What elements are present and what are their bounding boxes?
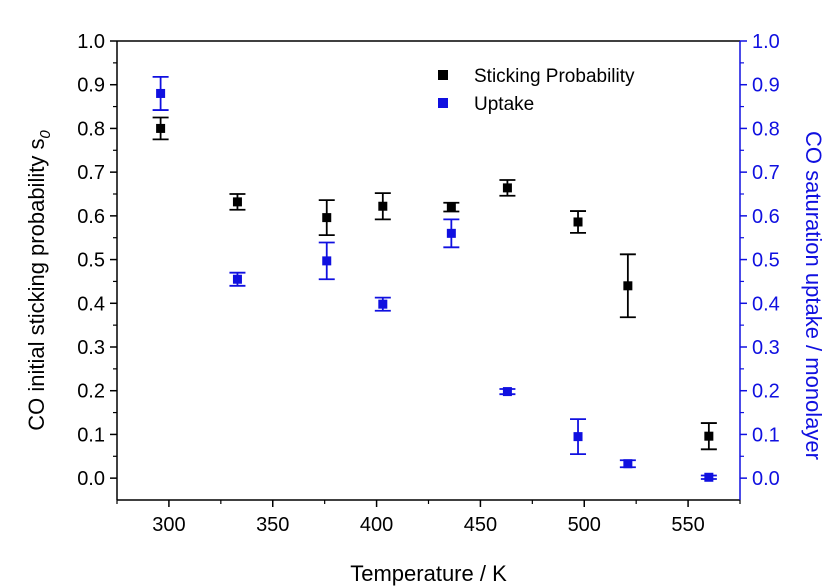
data-point [704, 472, 714, 482]
y-axis-left: 0.0 0.1 0.2 0.3 0.4 0.5 0.6 0.7 0.8 0.9 1.0 [77, 31, 117, 490]
data-point [446, 202, 456, 212]
y-left-tick-label: 0.5 [77, 250, 105, 272]
data-point [378, 201, 388, 211]
data-point [232, 274, 242, 284]
legend-label: Sticking Probability [474, 66, 635, 87]
legend-marker [438, 98, 448, 108]
data-point [502, 183, 512, 193]
x-tick-label: 400 [360, 514, 393, 536]
data-point [156, 123, 166, 133]
legend-marker [438, 70, 448, 80]
y-axis-left-label-subscript: 0 [37, 130, 54, 139]
y-left-tick-label: 0.1 [77, 424, 105, 446]
data-point [704, 431, 714, 441]
x-axis: 300 350 400 450 500 550 [116, 500, 741, 536]
y-left-tick-label: 0.6 [77, 206, 105, 228]
y-left-tick-label: 1.0 [77, 31, 105, 53]
data-point [446, 228, 456, 238]
x-tick-label: 450 [464, 514, 497, 536]
data-point [623, 459, 633, 469]
data-point [232, 197, 242, 207]
plot-frame [116, 40, 741, 501]
data-point [623, 281, 633, 291]
data-point [502, 387, 512, 397]
y-left-tick-label: 0.4 [77, 293, 105, 315]
y-axis-right: 0.0 0.1 0.2 0.3 0.4 0.5 0.6 0.7 0.8 0.9 1.0 [740, 31, 780, 490]
y-left-tick-label: 0.3 [77, 337, 105, 359]
y-axis-left-label-main: CO initial sticking probability s [24, 139, 49, 431]
series-layer [152, 75, 717, 482]
series-uptake [152, 75, 717, 482]
y-left-tick-label: 0.7 [77, 162, 105, 184]
x-tick-label: 300 [152, 514, 185, 536]
y-right-tick-label: 0.8 [752, 118, 780, 140]
data-point [378, 299, 388, 309]
data-point [322, 256, 332, 266]
y-right-tick-label: 0.3 [752, 337, 780, 359]
x-tick-label: 550 [671, 514, 704, 536]
y-right-tick-label: 0.0 [752, 468, 780, 490]
y-right-tick-label: 0.4 [752, 293, 780, 315]
x-axis-label: Temperature / K [350, 561, 507, 586]
series-sticking-probability [152, 116, 717, 451]
y-right-tick-label: 0.9 [752, 75, 780, 97]
x-tick-label: 500 [568, 514, 601, 536]
data-point [156, 88, 166, 98]
y-right-tick-label: 0.5 [752, 250, 780, 272]
y-axis-right-label: CO saturation uptake / monolayer [801, 131, 826, 460]
data-point [573, 217, 583, 227]
legend: Sticking Probability Uptake [438, 66, 635, 115]
y-right-tick-label: 1.0 [752, 31, 780, 53]
y-left-tick-label: 0.9 [77, 75, 105, 97]
y-right-tick-label: 0.7 [752, 162, 780, 184]
y-axis-left-label: CO initial sticking probability s0 [24, 130, 54, 431]
y-left-tick-label: 0.2 [77, 381, 105, 403]
y-right-tick-label: 0.6 [752, 206, 780, 228]
y-left-tick-label: 0.0 [77, 468, 105, 490]
y-left-tick-label: 0.8 [77, 118, 105, 140]
y-right-tick-label: 0.1 [752, 424, 780, 446]
x-tick-label: 350 [256, 514, 289, 536]
data-point [322, 213, 332, 223]
data-point [573, 432, 583, 442]
y-right-tick-label: 0.2 [752, 381, 780, 403]
legend-label: Uptake [474, 94, 534, 115]
